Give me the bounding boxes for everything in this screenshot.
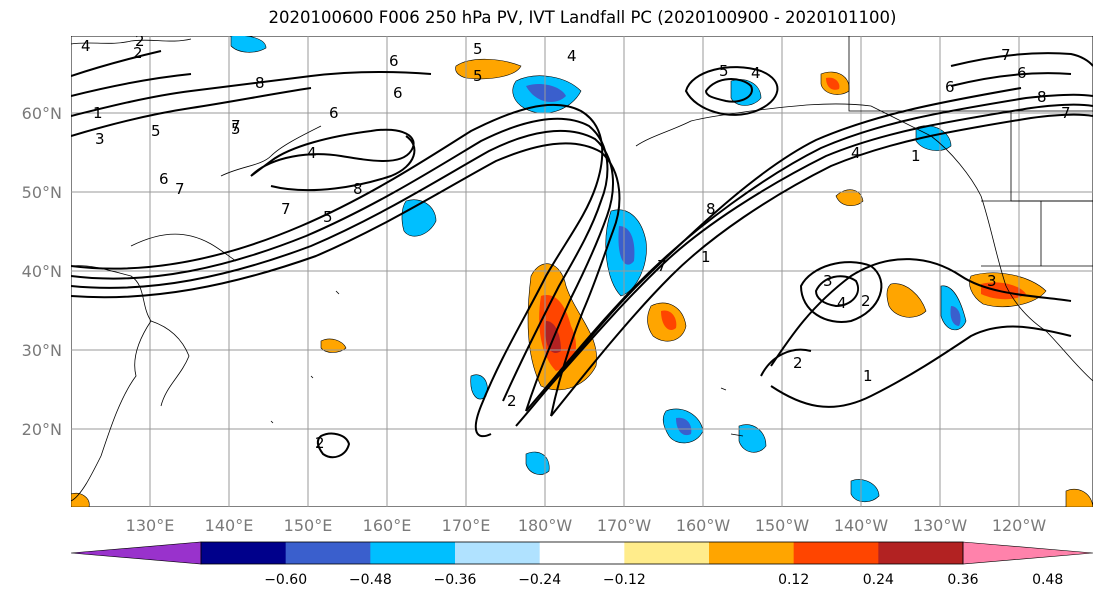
colorbar-segment — [285, 542, 371, 564]
svg-text:8: 8 — [255, 74, 265, 92]
colorbar-segment — [455, 542, 541, 564]
colorbar-tick-label: 0.48 — [1032, 572, 1064, 588]
svg-text:7: 7 — [657, 257, 667, 275]
colorbar-extend-low — [70, 541, 202, 565]
lon-label-130e: 130°E — [125, 516, 175, 535]
svg-text:6: 6 — [393, 84, 403, 102]
svg-text:2: 2 — [793, 354, 803, 372]
svg-text:7: 7 — [1061, 104, 1071, 122]
svg-text:6: 6 — [159, 170, 169, 188]
lon-label-170e: 170°E — [441, 516, 491, 535]
map-title: 2020100600 F006 250 hPa PV, IVT Landfall… — [268, 8, 897, 27]
svg-text:4: 4 — [567, 47, 577, 65]
colorbar-tick-label: −0.36 — [433, 572, 477, 588]
colorbar-segment — [539, 542, 625, 564]
svg-text:6: 6 — [1017, 64, 1027, 82]
colorbar-segments — [70, 541, 1094, 565]
svg-text:4: 4 — [751, 64, 761, 82]
lon-label-140w: 140°W — [833, 516, 889, 535]
lat-label-50n: 50°N — [21, 183, 62, 202]
lat-label-60n: 60°N — [21, 104, 62, 123]
lat-label-30n: 30°N — [21, 341, 62, 360]
svg-text:2: 2 — [133, 44, 143, 62]
lon-label-130w: 130°W — [912, 516, 968, 535]
svg-text:2: 2 — [315, 434, 325, 452]
svg-text:2: 2 — [861, 292, 871, 310]
svg-text:5: 5 — [473, 40, 483, 58]
svg-text:2: 2 — [507, 392, 517, 410]
svg-text:8: 8 — [706, 200, 716, 218]
lon-label-150w: 150°W — [754, 516, 810, 535]
colorbar-segment — [201, 542, 287, 564]
lon-label-160e: 160°E — [362, 516, 412, 535]
lon-label-150e: 150°E — [283, 516, 333, 535]
svg-text:5: 5 — [473, 67, 483, 85]
coastlines — [71, 36, 1093, 502]
svg-text:6: 6 — [329, 104, 339, 122]
svg-text:5: 5 — [231, 120, 241, 138]
map-panel: 4 2 1 3 5 6 7 8 2 5 8 4 6 7 5 5 4 5 6 6 … — [71, 36, 1093, 507]
colorbar-segment — [793, 542, 879, 564]
pv-contours — [71, 50, 1093, 459]
svg-text:4: 4 — [307, 144, 317, 162]
colorbar — [70, 541, 1094, 565]
colorbar-tick-label: 0.36 — [947, 572, 979, 588]
svg-text:5: 5 — [151, 122, 161, 140]
svg-text:4: 4 — [851, 144, 861, 162]
colorbar-segment — [878, 542, 964, 564]
lon-label-160w: 160°W — [675, 516, 731, 535]
svg-text:1: 1 — [93, 104, 103, 122]
svg-text:6: 6 — [945, 78, 955, 96]
svg-text:7: 7 — [1001, 46, 1011, 64]
svg-text:3: 3 — [987, 272, 997, 290]
svg-text:3: 3 — [823, 272, 833, 290]
svg-text:3: 3 — [95, 130, 105, 148]
svg-text:5: 5 — [323, 208, 333, 226]
svg-text:4: 4 — [837, 294, 847, 312]
colorbar-tick-label: 0.60 — [1097, 572, 1105, 588]
svg-text:6: 6 — [389, 52, 399, 70]
svg-text:1: 1 — [863, 367, 873, 385]
colorbar-tick-label: 0.24 — [862, 572, 894, 588]
lat-label-20n: 20°N — [21, 420, 62, 439]
pv-anomaly-shading — [71, 36, 1093, 507]
svg-text:2: 2 — [135, 36, 145, 50]
svg-text:4: 4 — [81, 37, 91, 55]
svg-text:7: 7 — [175, 180, 185, 198]
colorbar-segment — [624, 542, 710, 564]
svg-text:7: 7 — [281, 200, 291, 218]
colorbar-tick-label: −0.12 — [602, 572, 646, 588]
svg-text:1: 1 — [701, 248, 711, 266]
svg-text:5: 5 — [719, 62, 729, 80]
colorbar-segment — [709, 542, 795, 564]
svg-text:7: 7 — [231, 117, 241, 135]
svg-text:8: 8 — [1037, 88, 1047, 106]
colorbar-tick-label: 0.12 — [778, 572, 810, 588]
contour-labels: 4 2 1 3 5 6 7 8 2 5 8 4 6 7 5 5 4 5 6 6 … — [81, 36, 1071, 452]
lon-label-170w: 170°W — [596, 516, 652, 535]
lon-label-180w: 180°W — [517, 516, 573, 535]
colorbar-segment — [370, 542, 456, 564]
colorbar-extend-high — [962, 541, 1094, 565]
colorbar-tick-label: −0.60 — [264, 572, 308, 588]
svg-text:8: 8 — [353, 180, 363, 198]
colorbar-tick-label: −0.48 — [348, 572, 392, 588]
lon-label-120w: 120°W — [991, 516, 1047, 535]
lat-label-40n: 40°N — [21, 262, 62, 281]
lon-label-140e: 140°E — [204, 516, 254, 535]
colorbar-tick-label: −0.24 — [518, 572, 562, 588]
svg-text:1: 1 — [911, 147, 921, 165]
